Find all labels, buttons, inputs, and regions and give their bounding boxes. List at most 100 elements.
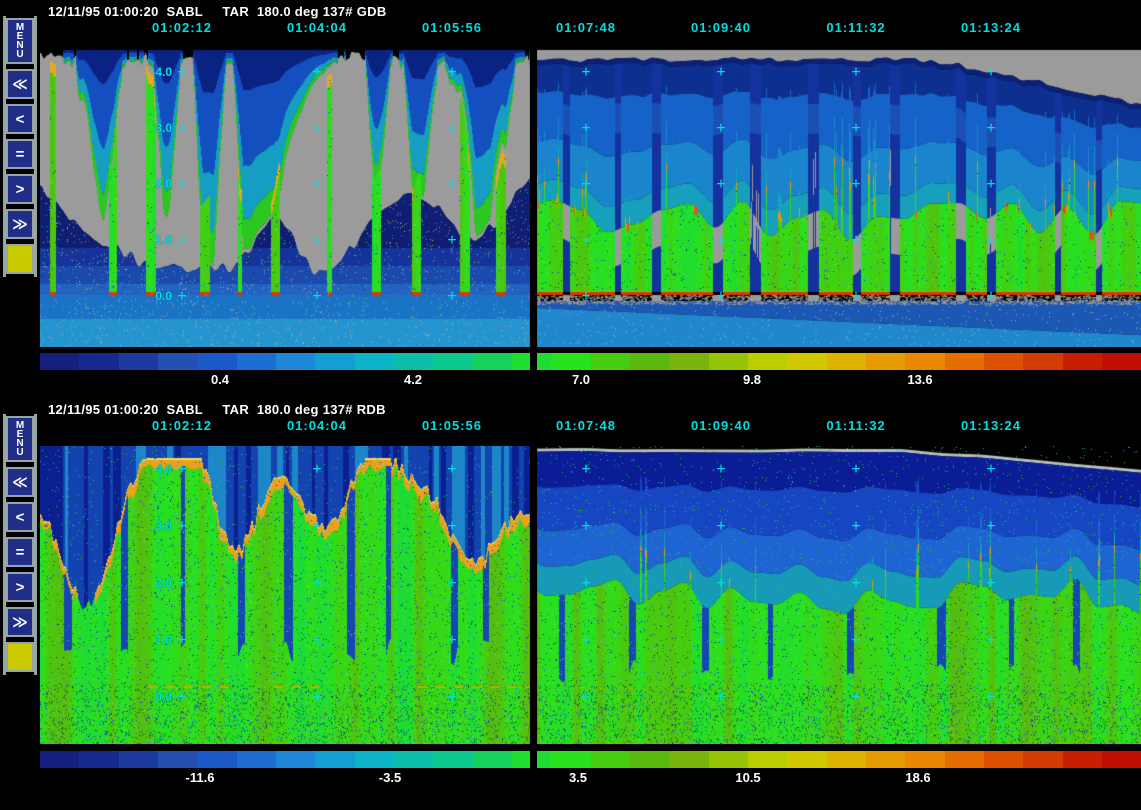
time-tick-label: 01:04:04 (286, 20, 348, 35)
colorbar-segment (1062, 353, 1102, 370)
colorbar-segment (433, 353, 473, 370)
time-tick-label: 01:13:24 (960, 418, 1022, 433)
grid-plus-marker: + (312, 118, 322, 137)
step-forward-button[interactable]: > (6, 572, 34, 602)
grid-plus-marker: + (851, 687, 861, 706)
colorbar-segment (157, 353, 198, 370)
grid-plus-marker: + (581, 230, 591, 249)
y-tick-label: 4.0 (155, 65, 172, 79)
colorbar-segment (944, 353, 984, 370)
colorbar-segment (865, 751, 906, 768)
fast-forward-button[interactable]: ≫ (6, 607, 34, 637)
grid-plus-marker: + (851, 118, 861, 137)
colorbar-segment (393, 751, 434, 768)
fast-forward-button[interactable]: ≫ (6, 209, 34, 239)
fast-backward-button[interactable]: ≪ (6, 69, 34, 99)
grid-plus-marker: + (312, 174, 322, 193)
grid-plus-marker: + (447, 174, 457, 193)
grid-plus-marker: + (447, 687, 457, 706)
plot-divider (530, 446, 537, 744)
step-backward-icon: < (15, 508, 25, 526)
pause-button[interactable]: = (6, 139, 34, 169)
color-swatch-button[interactable] (6, 642, 34, 672)
pause-icon: = (15, 145, 25, 163)
colorbar-segment (708, 353, 748, 370)
colorbar-segment (433, 751, 473, 768)
grid-plus-marker: + (716, 630, 726, 649)
colorbar-tick-label: 3.5 (568, 770, 588, 785)
echogram-canvas (40, 48, 1141, 347)
colorbar-segment (393, 353, 434, 370)
grid-plus-marker: + (312, 573, 322, 592)
colorbar-segment (983, 353, 1024, 370)
grid-plus-marker: + (986, 62, 996, 81)
colorbar-segment (747, 751, 788, 768)
colorbar-tick-label: 18.6 (905, 770, 931, 785)
grid-plus-marker: + (851, 286, 861, 305)
grid-plus-marker: + (716, 459, 726, 478)
grid-plus-marker: + (312, 62, 322, 81)
colorbar-segment (354, 751, 394, 768)
fast-forward-icon: ≫ (12, 215, 28, 233)
colorbar-segment (197, 353, 237, 370)
time-tick-label: 01:02:12 (151, 20, 213, 35)
grid-plus-marker: + (447, 286, 457, 305)
grid-plus-marker: + (312, 230, 322, 249)
grid-plus-marker: + (312, 687, 322, 706)
colorbar-segment (1101, 751, 1141, 768)
colorbar-segment (629, 353, 670, 370)
step-forward-button[interactable]: > (6, 174, 34, 204)
colorbar-segment (275, 353, 316, 370)
colorbar-segment (826, 751, 866, 768)
pause-button[interactable]: = (6, 537, 34, 567)
colorbar-segment (865, 353, 906, 370)
grid-plus-marker: + (177, 62, 187, 81)
colorbar (40, 353, 1141, 370)
colorbar-segment (472, 353, 512, 370)
grid-plus-marker: + (716, 516, 726, 535)
colorbar (40, 751, 1141, 768)
grid-plus-marker: + (716, 230, 726, 249)
grid-plus-marker: + (177, 286, 187, 305)
colorbar-tick-label: 0.4 (210, 372, 230, 387)
colorbar-segment (157, 751, 198, 768)
panel-title: 12/11/95 01:00:20 SABL TAR 180.0 deg 137… (48, 402, 386, 417)
colorbar-segment (708, 751, 748, 768)
fast-backward-button[interactable]: ≪ (6, 467, 34, 497)
colorbar-segment (40, 751, 80, 768)
grid-plus-marker: + (177, 630, 187, 649)
grid-plus-marker: + (581, 516, 591, 535)
grid-plus-marker: + (986, 630, 996, 649)
panel-rdb: 12/11/95 01:00:20 SABL TAR 180.0 deg 137… (0, 398, 1141, 810)
grid-plus-marker: + (177, 573, 187, 592)
colorbar-segment (590, 353, 630, 370)
grid-plus-marker: + (177, 174, 187, 193)
time-tick-label: 01:11:32 (826, 20, 886, 35)
colorbar-segment (1062, 751, 1102, 768)
colorbar-segment (472, 751, 512, 768)
time-tick-label: 01:13:24 (960, 20, 1022, 35)
colorbar-segment (118, 353, 158, 370)
y-tick-label: 1.0 (155, 633, 172, 647)
echogram-canvas (40, 446, 1141, 744)
colorbar-segment (787, 751, 827, 768)
grid-plus-marker: + (716, 62, 726, 81)
step-backward-button[interactable]: < (6, 502, 34, 532)
y-tick-label: 2.0 (155, 576, 172, 590)
grid-plus-marker: + (177, 459, 187, 478)
colorbar-segment (905, 751, 945, 768)
grid-plus-marker: + (851, 573, 861, 592)
fast-backward-icon: ≪ (12, 75, 28, 93)
grid-plus-marker: + (312, 286, 322, 305)
grid-plus-marker: + (581, 687, 591, 706)
panel-title: 12/11/95 01:00:20 SABL TAR 180.0 deg 137… (48, 4, 387, 19)
grid-plus-marker: + (447, 459, 457, 478)
step-backward-button[interactable]: < (6, 104, 34, 134)
colorbar-gap (530, 751, 537, 768)
color-swatch-button[interactable] (6, 244, 34, 274)
grid-plus-marker: + (986, 118, 996, 137)
time-tick-label: 01:02:12 (151, 418, 213, 433)
grid-plus-marker: + (581, 286, 591, 305)
